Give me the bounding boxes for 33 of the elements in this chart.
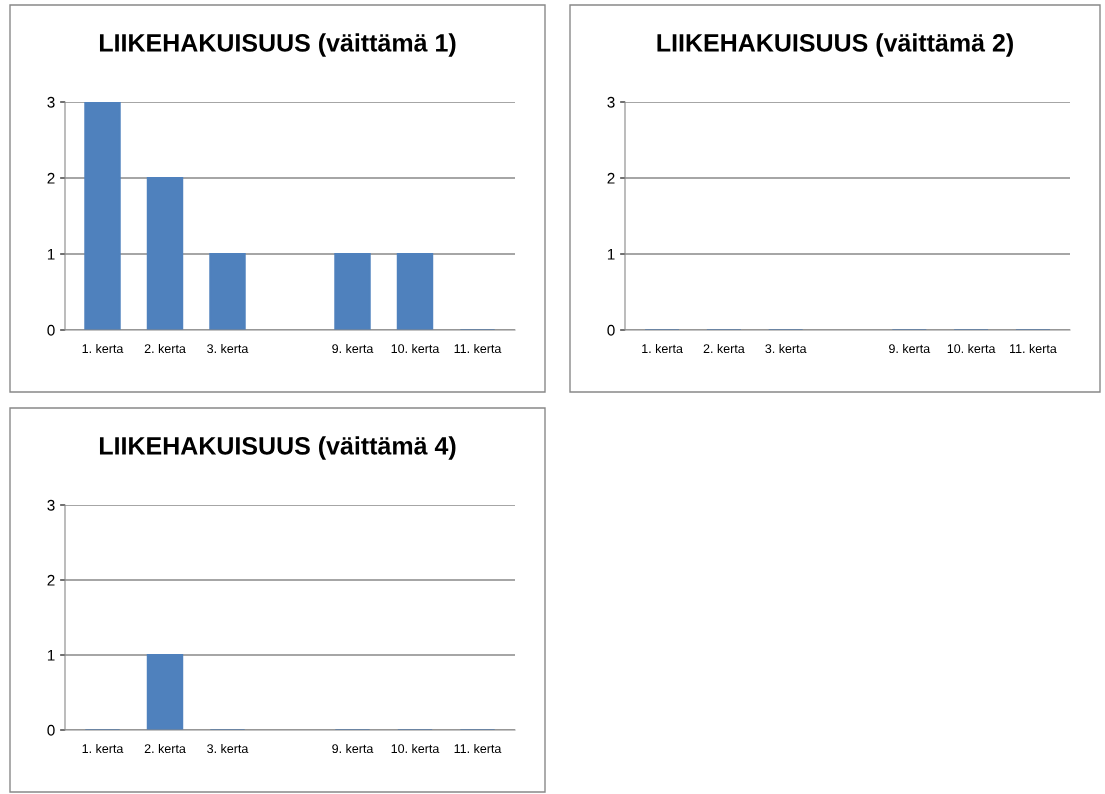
x-tick-label: 10. kerta bbox=[947, 343, 996, 354]
x-tick-label: 11. kerta bbox=[1010, 343, 1057, 354]
x-tick-label: 2. kerta bbox=[703, 343, 745, 354]
chart-title: LIIKEHAKUISUUS (väittämä 1) bbox=[99, 33, 456, 57]
x-tick-label: 1. kerta bbox=[82, 743, 124, 754]
y-tick-label: 3 bbox=[47, 96, 55, 108]
x-tick-label: 9. kerta bbox=[889, 343, 931, 354]
x-tick-label: 11. kerta bbox=[454, 743, 502, 754]
x-tick-label: 10. kerta bbox=[391, 343, 440, 354]
x-tick-label: 3. kerta bbox=[207, 743, 249, 754]
y-tick-label: 1 bbox=[47, 650, 55, 661]
y-tick-label: 0 bbox=[607, 324, 615, 336]
x-tick-label: 3. kerta bbox=[207, 343, 249, 354]
x-tick-label: 11. kerta bbox=[454, 343, 502, 354]
x-tick-label: 1. kerta bbox=[642, 343, 683, 354]
chart-title: LIIKEHAKUISUUS (väittämä 2) bbox=[657, 33, 1013, 57]
y-tick-label: 0 bbox=[47, 324, 55, 336]
y-tick-label: 1 bbox=[607, 249, 615, 260]
chart-title: LIIKEHAKUISUUS (väittämä 4) bbox=[99, 436, 456, 460]
x-tick-label: 9. kerta bbox=[332, 343, 374, 354]
x-tick-label: 2. kerta bbox=[144, 743, 186, 754]
x-tick-label: 1. kerta bbox=[82, 343, 124, 354]
y-tick-label: 1 bbox=[47, 249, 55, 260]
y-tick-label: 3 bbox=[47, 499, 55, 511]
y-tick-label: 2 bbox=[607, 172, 615, 184]
x-tick-label: 2. kerta bbox=[144, 343, 186, 354]
x-tick-label: 3. kerta bbox=[765, 343, 807, 354]
y-tick-label: 0 bbox=[47, 724, 55, 736]
y-tick-label: 2 bbox=[47, 574, 55, 586]
y-tick-label: 2 bbox=[47, 172, 55, 184]
x-tick-label: 9. kerta bbox=[332, 743, 374, 754]
y-tick-label: 3 bbox=[607, 96, 615, 108]
x-tick-label: 10. kerta bbox=[391, 743, 440, 754]
